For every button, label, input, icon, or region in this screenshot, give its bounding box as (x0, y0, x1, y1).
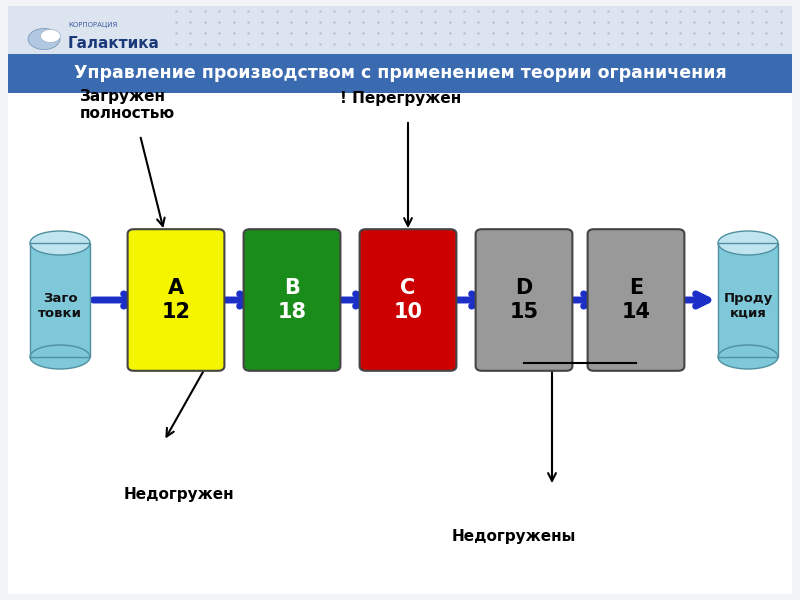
FancyBboxPatch shape (8, 6, 792, 594)
Text: А
12: А 12 (162, 278, 190, 322)
FancyBboxPatch shape (8, 54, 792, 93)
FancyBboxPatch shape (8, 6, 792, 93)
Text: Заго
товки: Заго товки (38, 292, 82, 320)
Text: Е
14: Е 14 (622, 278, 650, 322)
Ellipse shape (30, 231, 90, 255)
Text: С
10: С 10 (394, 278, 422, 322)
FancyBboxPatch shape (587, 229, 685, 371)
Text: Недогружен: Недогружен (124, 487, 234, 503)
Ellipse shape (40, 29, 61, 43)
FancyBboxPatch shape (718, 243, 778, 357)
Ellipse shape (30, 345, 90, 369)
FancyBboxPatch shape (30, 243, 90, 357)
Text: Управление производством с применением теории ограничения: Управление производством с применением т… (74, 64, 726, 82)
Text: КОРПОРАЦИЯ: КОРПОРАЦИЯ (68, 22, 118, 28)
Text: Загружен
полностью: Загружен полностью (80, 89, 175, 121)
Text: В
18: В 18 (278, 278, 306, 322)
Ellipse shape (718, 345, 778, 369)
FancyBboxPatch shape (243, 229, 341, 371)
FancyBboxPatch shape (475, 229, 573, 371)
Text: ! Перегружен: ! Перегружен (340, 91, 462, 107)
Text: Галактика: Галактика (68, 35, 160, 50)
Text: D
15: D 15 (510, 278, 538, 322)
FancyBboxPatch shape (128, 229, 224, 371)
FancyBboxPatch shape (360, 229, 456, 371)
Text: Проду
кция: Проду кция (723, 292, 773, 320)
Text: Недогружены: Недогружены (452, 529, 576, 545)
Ellipse shape (718, 231, 778, 255)
Ellipse shape (28, 28, 60, 49)
